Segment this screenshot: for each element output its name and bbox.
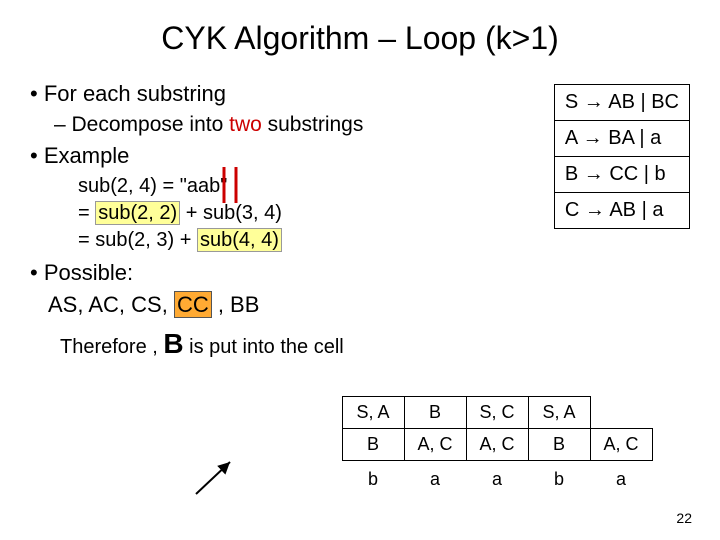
sub-b: a <box>198 175 209 197</box>
therefore-b: B <box>163 328 183 359</box>
cyk-term-0: b <box>342 461 404 493</box>
sub-c: b" <box>209 175 227 197</box>
cyk-term-4: a <box>590 461 652 493</box>
decompose-text-c: substrings <box>262 113 364 136</box>
eq2: = sub(2, 3) + sub(4, 4) <box>78 229 690 252</box>
slide-title: CYK Algorithm – Loop (k>1) <box>30 20 690 57</box>
cyk-top-5 <box>590 397 652 429</box>
poss-a: AS, AC, CS, <box>48 292 174 317</box>
eq1-c: + sub(3, 4) <box>180 202 282 224</box>
therefore-a: Therefore , <box>60 336 163 358</box>
cyk-mid-4: B <box>528 429 590 461</box>
eq1-b: sub(2, 2) <box>95 201 180 225</box>
eq2-b: sub(4, 4) <box>197 228 282 252</box>
bullet-possible: Possible: <box>30 260 690 286</box>
cyk-area: S, A B S, C S, A B A, C A, C B A, C b a … <box>280 396 653 493</box>
grammar-row-3: C → AB | a <box>554 193 689 229</box>
cyk-top-2: B <box>404 397 466 429</box>
grammar-table: S → AB | BC A → BA | a B → CC | b C → AB… <box>554 84 690 229</box>
grammar-row-0: S → AB | BC <box>554 85 689 121</box>
poss-c: , BB <box>212 292 260 317</box>
grammar-row-2: B → CC | b <box>554 157 689 193</box>
slide-number: 22 <box>676 510 692 526</box>
eq1-a: = <box>78 202 95 224</box>
eq2-a: = sub(2, 3) + <box>78 229 197 251</box>
cyk-top-0 <box>280 397 342 429</box>
decompose-two: two <box>229 113 262 136</box>
cyk-mid-2: A, C <box>404 429 466 461</box>
cyk-mid-1: B <box>342 429 404 461</box>
cyk-mid-0 <box>280 429 342 461</box>
cyk-term-2: a <box>466 461 528 493</box>
cyk-term-3: b <box>528 461 590 493</box>
therefore-c: is put into the cell <box>184 336 344 358</box>
cyk-mid-3: A, C <box>466 429 528 461</box>
cyk-table: S, A B S, C S, A B A, C A, C B A, C <box>280 396 653 461</box>
poss-cc: CC <box>174 291 212 318</box>
decompose-text-a: Decompose into <box>72 113 230 136</box>
slide: CYK Algorithm – Loop (k>1) For each subs… <box>0 0 720 540</box>
cyk-term-1: a <box>404 461 466 493</box>
possible-list: AS, AC, CS, CC , BB <box>48 292 690 318</box>
cyk-top-4: S, A <box>528 397 590 429</box>
cyk-top-3: S, C <box>466 397 528 429</box>
grammar-row-1: A → BA | a <box>554 121 689 157</box>
arrow-icon <box>194 458 244 498</box>
sub-a: sub(2, 4) = "a <box>78 175 198 197</box>
cyk-top-1: S, A <box>342 397 404 429</box>
cyk-mid-5: A, C <box>590 429 652 461</box>
therefore-line: Therefore , B is put into the cell <box>60 328 690 360</box>
cyk-terminals: b a a b a <box>342 461 652 493</box>
